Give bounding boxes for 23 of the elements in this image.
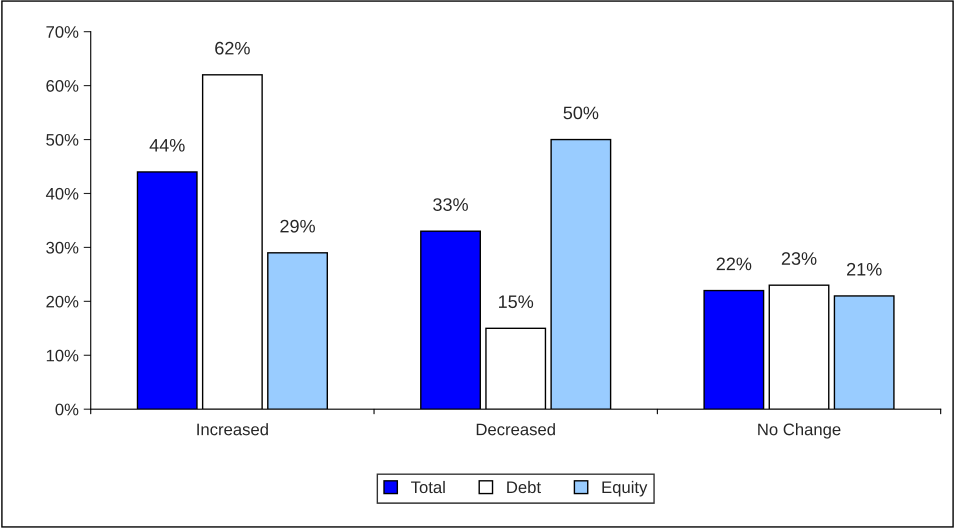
- y-tick-label: 0%: [55, 404, 78, 416]
- x-tick-label: Decreased: [476, 423, 555, 436]
- y-tick-label: 30%: [46, 242, 78, 254]
- data-label: 15%: [499, 295, 534, 308]
- data-label: 29%: [280, 220, 315, 233]
- data-label: 33%: [433, 198, 468, 211]
- data-label: 50%: [564, 106, 598, 120]
- data-label: 22%: [716, 258, 752, 270]
- data-label: 44%: [150, 138, 185, 152]
- x-tick-label: No Change: [758, 423, 840, 439]
- y-tick-label: 60%: [46, 80, 78, 92]
- y-tick-label: 40%: [46, 188, 78, 200]
- x-tick-label: Increased: [197, 423, 268, 436]
- data-label: 62%: [215, 42, 250, 55]
- y-tick-label: 10%: [46, 350, 78, 362]
- y-tick-label: 50%: [46, 134, 78, 146]
- data-label: 23%: [782, 252, 816, 265]
- y-tick-label: 20%: [46, 296, 78, 308]
- legend-label: Total: [411, 480, 445, 494]
- data-label: 21%: [847, 262, 882, 276]
- y-tick-label: 70%: [46, 26, 78, 38]
- legend-label: Equity: [602, 480, 648, 496]
- legend-label: Debt: [507, 480, 541, 494]
